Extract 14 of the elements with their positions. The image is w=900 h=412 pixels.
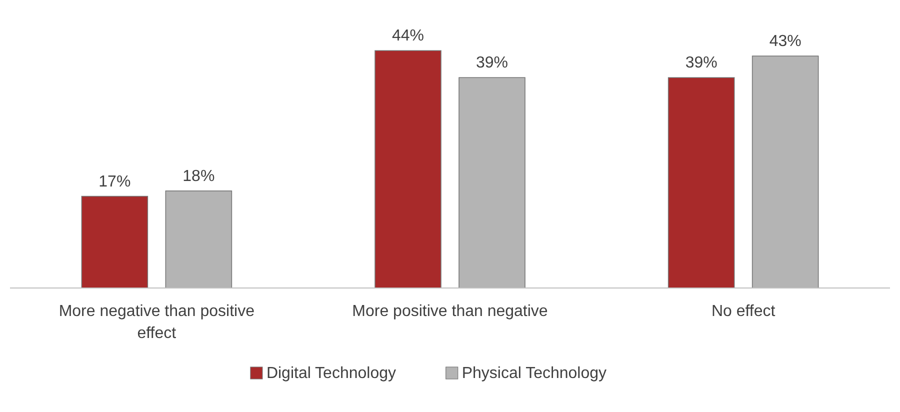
legend-label: Digital Technology xyxy=(266,365,396,382)
x-tick-label: More positive than negative xyxy=(352,303,548,320)
bar xyxy=(374,50,442,288)
x-tick-label: No effect xyxy=(711,303,776,320)
data-label: 17% xyxy=(98,173,131,190)
x-tick-label: More negative than positive effect xyxy=(58,303,255,342)
bar xyxy=(668,77,735,288)
data-label: 39% xyxy=(685,54,718,72)
bar xyxy=(81,196,148,288)
legend-label: Physical Technology xyxy=(462,365,607,382)
data-label: 18% xyxy=(182,168,215,185)
data-label: 44% xyxy=(392,28,424,45)
data-label: 39% xyxy=(476,54,508,72)
data-label: 43% xyxy=(769,33,802,50)
